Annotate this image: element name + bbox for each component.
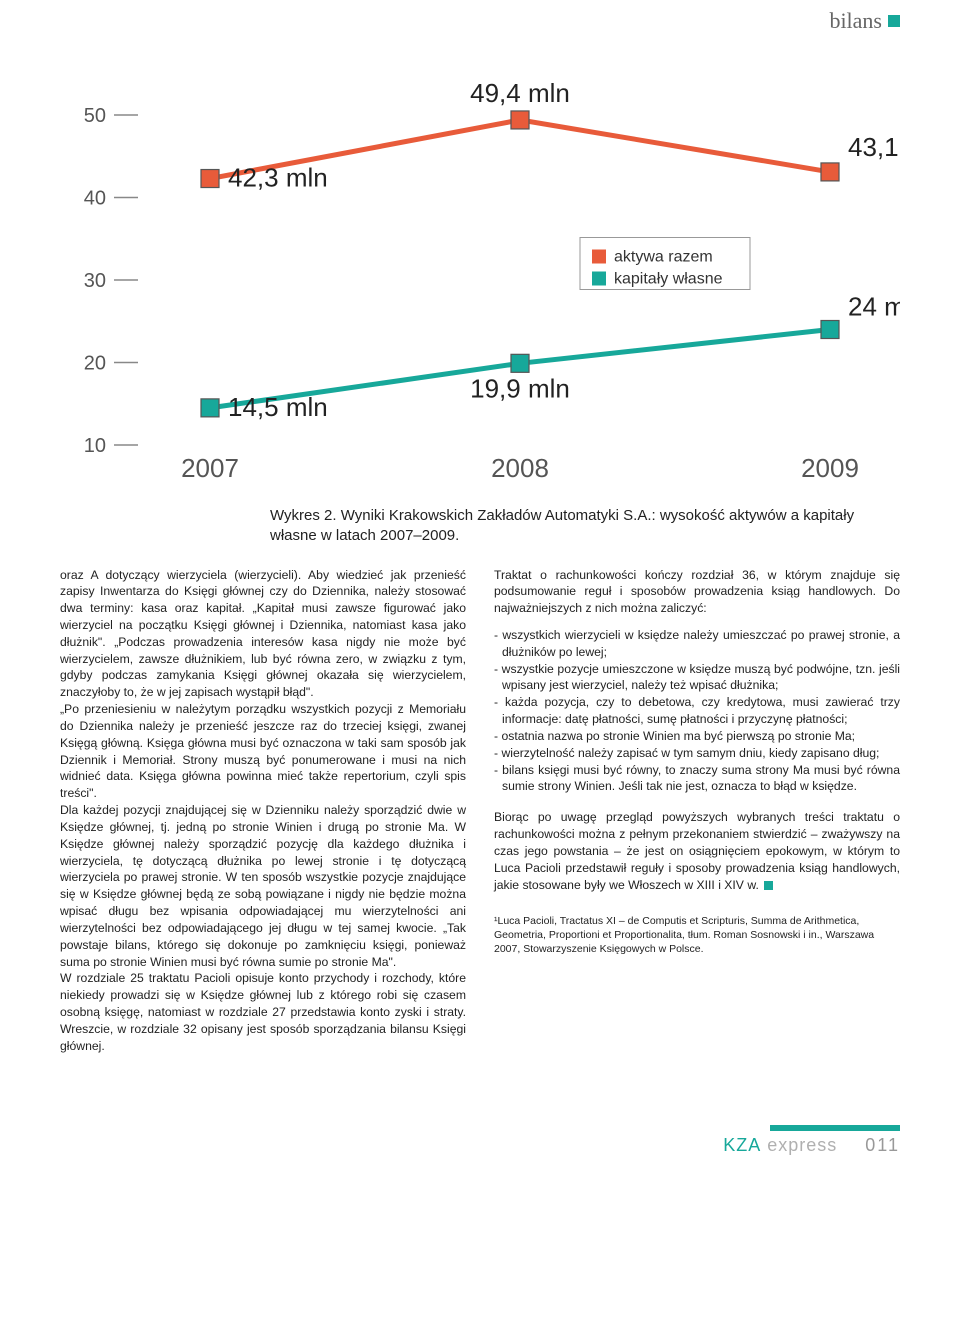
footer-bar bbox=[770, 1125, 900, 1131]
page-number: 011 bbox=[865, 1135, 900, 1156]
rule-item: - wszystkich wierzycieli w księdze należ… bbox=[494, 627, 900, 661]
right-intro: Traktat o rachunkowości kończy rozdział … bbox=[494, 567, 900, 617]
rule-item: - wszystkie pozycje umieszczone w księdz… bbox=[494, 661, 900, 695]
footnote: ¹Luca Pacioli, Tractatus XI – de Computi… bbox=[494, 915, 900, 956]
text-columns: oraz A dotyczący wierzyciela (wierzyciel… bbox=[60, 567, 900, 1055]
svg-text:49,4 mln: 49,4 mln bbox=[470, 80, 570, 108]
rules-list: - wszystkich wierzycieli w księdze należ… bbox=[494, 627, 900, 795]
svg-text:2007: 2007 bbox=[181, 453, 239, 483]
end-mark-icon bbox=[764, 881, 773, 890]
svg-text:19,9 mln: 19,9 mln bbox=[470, 373, 570, 403]
section-tag: bilans bbox=[829, 8, 900, 34]
section-tag-text: bilans bbox=[829, 8, 882, 34]
svg-text:2009: 2009 bbox=[801, 453, 859, 483]
svg-text:50: 50 bbox=[84, 105, 106, 127]
svg-text:24 mln: 24 mln bbox=[848, 292, 900, 322]
chart-svg: 10 20 30 40 50 42,3 mln 49,4 mln 43,1 mln 14,5 m… bbox=[60, 80, 900, 500]
page-footer bbox=[60, 1125, 900, 1131]
right-column: Traktat o rachunkowości kończy rozdział … bbox=[494, 567, 900, 1055]
svg-text:2008: 2008 bbox=[491, 453, 549, 483]
svg-text:20: 20 bbox=[84, 353, 106, 375]
svg-text:aktywa razem: aktywa razem bbox=[614, 249, 713, 266]
left-column: oraz A dotyczący wierzyciela (wierzyciel… bbox=[60, 567, 466, 1055]
svg-text:14,5 mln: 14,5 mln bbox=[228, 392, 328, 422]
footer-brand-express: express bbox=[767, 1135, 837, 1155]
rule-item: - ostatnia nazwa po stronie Winien ma by… bbox=[494, 728, 900, 745]
footer-brand-kza: KZA bbox=[723, 1135, 761, 1155]
footer-brand: KZA express bbox=[723, 1135, 837, 1156]
svg-text:42,3 mln: 42,3 mln bbox=[228, 163, 328, 193]
right-conclusion-text: Biorąc po uwagę przegląd powyższych wybr… bbox=[494, 810, 900, 891]
chart: 10 20 30 40 50 42,3 mln 49,4 mln 43,1 mln 14,5 m… bbox=[60, 80, 900, 500]
section-dot-icon bbox=[888, 15, 900, 27]
chart-caption: Wykres 2. Wyniki Krakowskich Zakładów Au… bbox=[270, 506, 900, 547]
svg-text:30: 30 bbox=[84, 270, 106, 292]
rule-item: - bilans księgi musi być równy, to znacz… bbox=[494, 762, 900, 796]
svg-text:kapitały własne: kapitały własne bbox=[614, 271, 723, 288]
right-conclusion: Biorąc po uwagę przegląd powyższych wybr… bbox=[494, 809, 900, 893]
rule-item: - wierzytelność należy zapisać w tym sam… bbox=[494, 745, 900, 762]
left-column-text: oraz A dotyczący wierzyciela (wierzyciel… bbox=[60, 567, 466, 1055]
rule-item: - każda pozycja, czy to debetowa, czy kr… bbox=[494, 694, 900, 728]
svg-text:43,1 mln: 43,1 mln bbox=[848, 132, 900, 162]
svg-text:40: 40 bbox=[84, 188, 106, 210]
svg-text:10: 10 bbox=[84, 435, 106, 457]
